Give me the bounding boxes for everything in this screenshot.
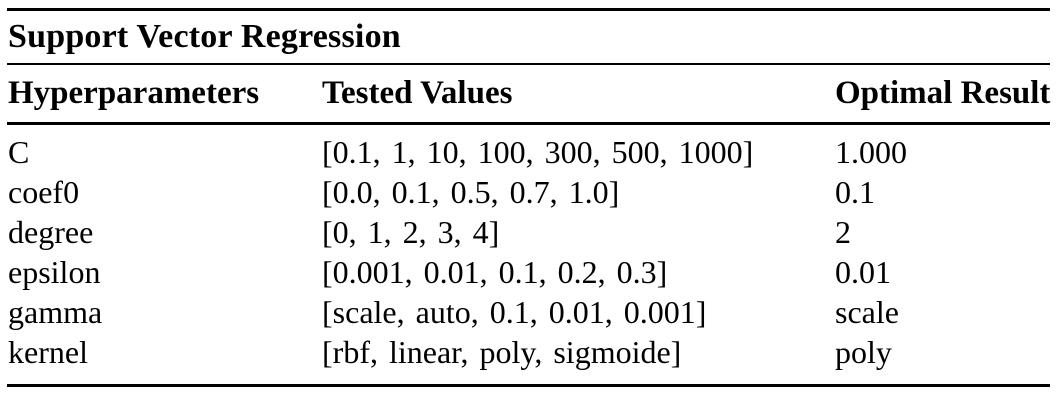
cell-hyperparameter: coef0 <box>8 173 80 210</box>
cell-tested-values: [0.0, 0.1, 0.5, 0.7, 1.0] <box>322 173 620 210</box>
cell-hyperparameter: kernel <box>8 333 88 370</box>
table-title: Support Vector Regression <box>8 18 401 55</box>
table-row: gamma [scale, auto, 0.1, 0.01, 0.001] scal… <box>0 292 1056 332</box>
title-rule <box>7 63 1050 65</box>
cell-tested-values: [0, 1, 2, 3, 4] <box>322 213 500 250</box>
column-header-optimal-result: Optimal Result <box>835 75 1051 111</box>
cell-optimal-result: 1.000 <box>835 133 907 170</box>
cell-hyperparameter: gamma <box>8 293 103 330</box>
svr-hyperparameter-table: Support Vector Regression Hyperparameter… <box>0 8 1056 387</box>
table-row: coef0 [0.0, 0.1, 0.5, 0.7, 1.0] 0.1 <box>0 172 1056 212</box>
cell-optimal-result: 0.1 <box>835 173 875 210</box>
table-row: degree [0, 1, 2, 3, 4] 2 <box>0 212 1056 252</box>
table-body: C [0.1, 1, 10, 100, 300, 500, 1000] 1.000 c… <box>0 125 1056 372</box>
column-header-tested-values: Tested Values <box>322 75 513 111</box>
cell-optimal-result: 0.01 <box>835 253 891 290</box>
top-rule <box>7 8 1050 11</box>
cell-tested-values: [rbf, linear, poly, sigmoide] <box>322 333 682 370</box>
table-row: kernel [rbf, linear, poly, sigmoide] poly <box>0 332 1056 372</box>
cell-hyperparameter: C <box>8 133 30 170</box>
cell-tested-values: [0.1, 1, 10, 100, 300, 500, 1000] <box>322 133 754 170</box>
cell-tested-values: [0.001, 0.01, 0.1, 0.2, 0.3] <box>322 253 668 290</box>
cell-hyperparameter: epsilon <box>8 253 101 290</box>
column-header-hyperparameters: Hyperparameters <box>8 75 260 111</box>
table-row: C [0.1, 1, 10, 100, 300, 500, 1000] 1.000 <box>0 132 1056 172</box>
cell-hyperparameter: degree <box>8 213 94 250</box>
cell-tested-values: [scale, auto, 0.1, 0.01, 0.001] <box>322 293 707 330</box>
header-row: Hyperparameters Tested Values Optimal Re… <box>0 65 1056 122</box>
cell-optimal-result: scale <box>835 293 899 330</box>
cell-optimal-result: poly <box>835 333 892 370</box>
bottom-rule <box>7 384 1050 387</box>
table-row: epsilon [0.001, 0.01, 0.1, 0.2, 0.3] 0.01 <box>0 252 1056 292</box>
header-rule <box>7 122 1050 125</box>
table-title-row: Support Vector Regression <box>0 11 1056 63</box>
cell-optimal-result: 2 <box>835 213 851 250</box>
